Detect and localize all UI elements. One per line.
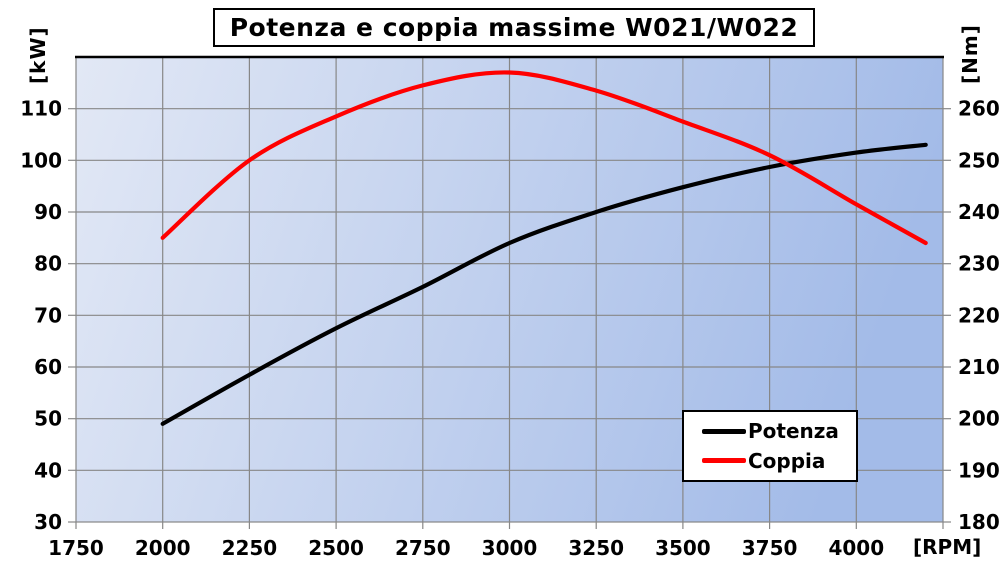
- svg-text:50: 50: [34, 407, 62, 431]
- svg-text:60: 60: [34, 355, 62, 379]
- axis-ticks: [68, 108, 951, 529]
- left-axis-tick-labels: 30 40 50 60 70 80 90 100 110: [20, 97, 62, 534]
- svg-text:210: 210: [958, 355, 1000, 379]
- x-axis-unit-label: [RPM]: [913, 535, 982, 559]
- right-axis-tick-labels: 180 190 200 210 220 230 240 250 260: [958, 97, 1000, 534]
- svg-text:2750: 2750: [395, 536, 451, 560]
- svg-text:30: 30: [34, 510, 62, 534]
- coppia-curve: [160, 70, 928, 246]
- chart-title: Potenza e coppia massime W021/W022: [229, 13, 799, 42]
- potenza-curve: [160, 142, 928, 426]
- right-axis-unit-label: [Nm]: [958, 24, 982, 84]
- svg-text:40: 40: [34, 458, 62, 482]
- svg-text:3250: 3250: [568, 536, 624, 560]
- legend-box: Potenza Coppia: [682, 410, 858, 482]
- svg-text:190: 190: [958, 458, 1000, 482]
- svg-text:90: 90: [34, 200, 62, 224]
- svg-text:2500: 2500: [308, 536, 364, 560]
- svg-text:100: 100: [20, 148, 62, 172]
- left-axis-unit-label: [kW]: [26, 26, 50, 84]
- svg-text:1750: 1750: [48, 536, 104, 560]
- svg-text:230: 230: [958, 252, 1000, 276]
- svg-text:70: 70: [34, 303, 62, 327]
- svg-text:260: 260: [958, 97, 1000, 121]
- legend-entry-coppia: Coppia: [684, 449, 856, 473]
- legend-label-coppia: Coppia: [748, 448, 826, 473]
- svg-text:4000: 4000: [828, 536, 884, 560]
- legend-entry-potenza: Potenza: [684, 419, 856, 443]
- potenza-line-swatch: [702, 428, 746, 434]
- svg-text:2000: 2000: [135, 536, 191, 560]
- svg-text:3000: 3000: [482, 536, 538, 560]
- svg-text:3750: 3750: [742, 536, 798, 560]
- svg-text:110: 110: [20, 97, 62, 121]
- legend-label-potenza: Potenza: [748, 419, 839, 444]
- x-axis-tick-labels: 1750 2000 2250 2500 2750 3000 3250 3500 3750 4000: [48, 536, 884, 560]
- svg-text:220: 220: [958, 303, 1000, 327]
- chart-title-box: Potenza e coppia massime W021/W022: [213, 8, 815, 47]
- svg-text:250: 250: [958, 148, 1000, 172]
- svg-text:80: 80: [34, 252, 62, 276]
- svg-text:2250: 2250: [222, 536, 278, 560]
- coppia-line-swatch: [702, 458, 746, 464]
- svg-text:240: 240: [958, 200, 1000, 224]
- svg-text:180: 180: [958, 510, 1000, 534]
- svg-text:200: 200: [958, 407, 1000, 431]
- svg-text:3500: 3500: [655, 536, 711, 560]
